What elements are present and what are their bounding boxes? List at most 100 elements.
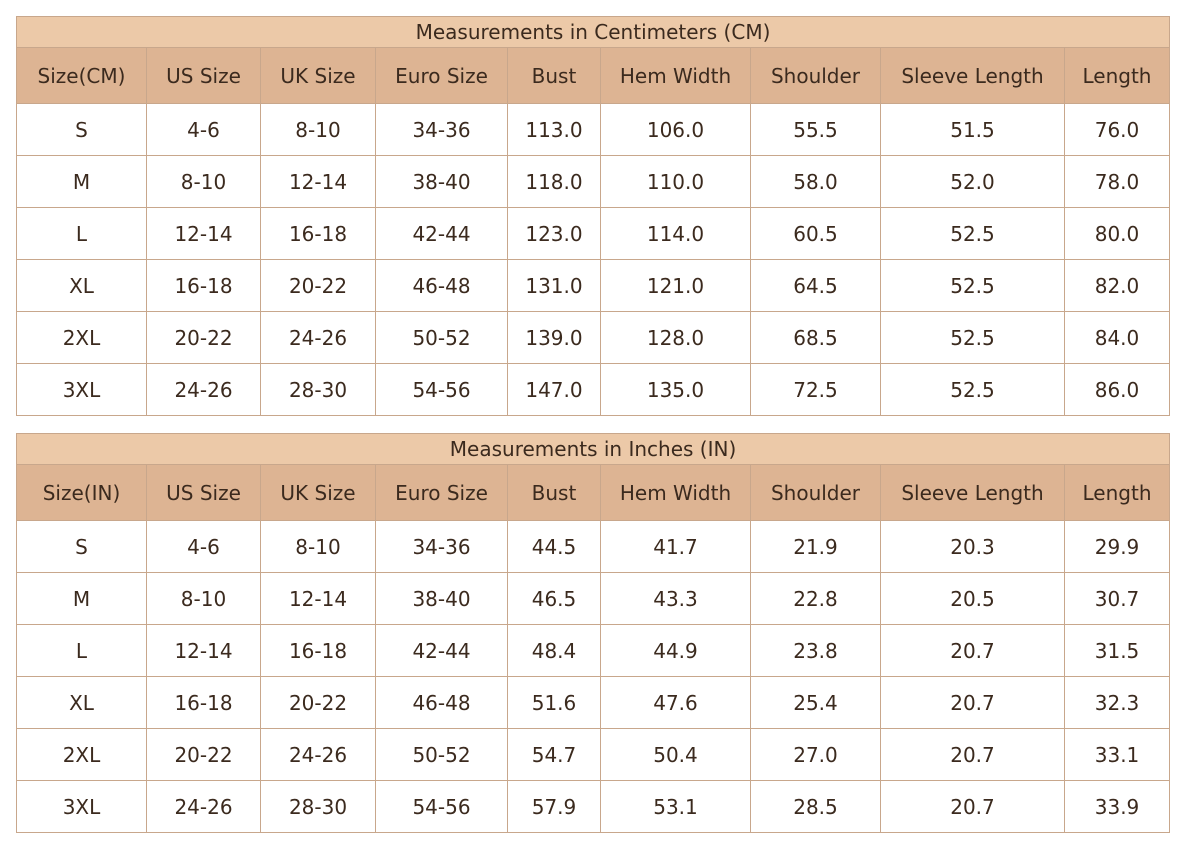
cell: 139.0 xyxy=(507,311,601,364)
cell: S xyxy=(16,103,147,156)
header-cell: Hem Width xyxy=(600,464,751,521)
cell: 3XL xyxy=(16,363,147,416)
cell: 28-30 xyxy=(260,780,376,833)
cell: 135.0 xyxy=(600,363,751,416)
cell: 32.3 xyxy=(1063,676,1171,729)
header-cell: US Size xyxy=(146,464,261,521)
cell: 52.0 xyxy=(880,155,1065,208)
cell: 55.5 xyxy=(750,103,881,156)
cell: 20.7 xyxy=(880,728,1065,781)
cell: 16-18 xyxy=(260,207,376,260)
cell: 12-14 xyxy=(146,207,261,260)
header-cell: Hem Width xyxy=(600,47,751,104)
cell: 20-22 xyxy=(146,311,261,364)
cell: L xyxy=(16,624,147,677)
header-cell: Length xyxy=(1063,464,1171,521)
cell: 25.4 xyxy=(750,676,881,729)
size-table: Measurements in Centimeters (CM) Size(CM)… xyxy=(16,16,1170,416)
cell: 20.7 xyxy=(880,624,1065,677)
cell: 12-14 xyxy=(260,572,376,625)
cell: 47.6 xyxy=(600,676,751,729)
header-cell: Shoulder xyxy=(750,47,881,104)
cell: 46-48 xyxy=(375,676,508,729)
cell: 113.0 xyxy=(507,103,601,156)
cell: 28-30 xyxy=(260,363,376,416)
cell: 52.5 xyxy=(880,311,1065,364)
cell: 8-10 xyxy=(146,572,261,625)
cell: 76.0 xyxy=(1064,103,1170,156)
data-row: 3XL 24-26 28-30 54-56 57.9 53.1 28.5 20.7 33.9 xyxy=(16,780,1171,833)
cell: 16-18 xyxy=(146,259,261,312)
header-cell: US Size xyxy=(146,47,261,104)
cell: 44.9 xyxy=(600,624,751,677)
cell: 12-14 xyxy=(260,155,376,208)
cell: 21.9 xyxy=(750,520,881,573)
cell: 20.3 xyxy=(880,520,1065,573)
cell: 46-48 xyxy=(375,259,508,312)
cell: 12-14 xyxy=(146,624,261,677)
cell: 20.7 xyxy=(880,780,1065,833)
cell: 106.0 xyxy=(600,103,751,156)
data-row: 2XL 20-22 24-26 50-52 54.7 50.4 27.0 20.7 33.1 xyxy=(16,728,1171,781)
title-row: Measurements in Inches (IN) xyxy=(15,433,1171,465)
cell: 16-18 xyxy=(260,624,376,677)
cell: 51.5 xyxy=(880,103,1065,156)
cell: 131.0 xyxy=(507,259,601,312)
cell: XL xyxy=(16,259,147,312)
data-row: XL 16-18 20-22 46-48 131.0 121.0 64.5 52.5 82.0 xyxy=(16,259,1170,312)
data-row: M 8-10 12-14 38-40 46.5 43.3 22.8 20.5 30.7 xyxy=(16,572,1171,625)
cell: 68.5 xyxy=(750,311,881,364)
cell: 23.8 xyxy=(750,624,881,677)
cell: 29.9 xyxy=(1063,520,1171,573)
cell: 20.7 xyxy=(880,676,1065,729)
cell: 8-10 xyxy=(260,103,376,156)
cell: 50.4 xyxy=(600,728,751,781)
cell: 34-36 xyxy=(375,103,508,156)
cell: 114.0 xyxy=(600,207,751,260)
cell: 121.0 xyxy=(600,259,751,312)
cell: 2XL xyxy=(16,311,147,364)
data-row: S 4-6 8-10 34-36 113.0 106.0 55.5 51.5 76.0 xyxy=(16,103,1170,156)
data-row: L 12-14 16-18 42-44 48.4 44.9 23.8 20.7 31.5 xyxy=(16,624,1171,677)
cell: 118.0 xyxy=(507,155,601,208)
data-row: L 12-14 16-18 42-44 123.0 114.0 60.5 52.5 80.0 xyxy=(16,207,1170,260)
cell: 34-36 xyxy=(375,520,508,573)
cell: 80.0 xyxy=(1064,207,1170,260)
cell: 53.1 xyxy=(600,780,751,833)
cell: 51.6 xyxy=(507,676,601,729)
cell: 33.9 xyxy=(1063,780,1171,833)
header-cell: UK Size xyxy=(260,464,376,521)
cell: 50-52 xyxy=(375,728,508,781)
cell: XL xyxy=(16,676,147,729)
cell: 58.0 xyxy=(750,155,881,208)
cell: 3XL xyxy=(16,780,147,833)
header-cell: Euro Size xyxy=(375,47,508,104)
cell: 52.5 xyxy=(880,207,1065,260)
header-cell: Shoulder xyxy=(750,464,881,521)
cell: 44.5 xyxy=(507,520,601,573)
cell: 54.7 xyxy=(507,728,601,781)
cell: 28.5 xyxy=(750,780,881,833)
title-row: Measurements in Centimeters (CM) xyxy=(16,16,1170,48)
cell: 8-10 xyxy=(260,520,376,573)
cell: 4-6 xyxy=(146,103,261,156)
cell: 24-26 xyxy=(260,728,376,781)
cell: 86.0 xyxy=(1064,363,1170,416)
cell: 24-26 xyxy=(146,780,261,833)
cell: 46.5 xyxy=(507,572,601,625)
cell: 31.5 xyxy=(1063,624,1171,677)
cell: 78.0 xyxy=(1064,155,1170,208)
data-row: XL 16-18 20-22 46-48 51.6 47.6 25.4 20.7 32.3 xyxy=(16,676,1171,729)
cell: 16-18 xyxy=(146,676,261,729)
cell: 52.5 xyxy=(880,363,1065,416)
data-row: S 4-6 8-10 34-36 44.5 41.7 21.9 20.3 29.9 xyxy=(16,520,1171,573)
cell: 20-22 xyxy=(260,259,376,312)
cell: 38-40 xyxy=(375,155,508,208)
cell: 2XL xyxy=(16,728,147,781)
cell: 84.0 xyxy=(1064,311,1170,364)
cell: 43.3 xyxy=(600,572,751,625)
cell: L xyxy=(16,207,147,260)
cell: 123.0 xyxy=(507,207,601,260)
cell: 54-56 xyxy=(375,780,508,833)
cell: 24-26 xyxy=(260,311,376,364)
